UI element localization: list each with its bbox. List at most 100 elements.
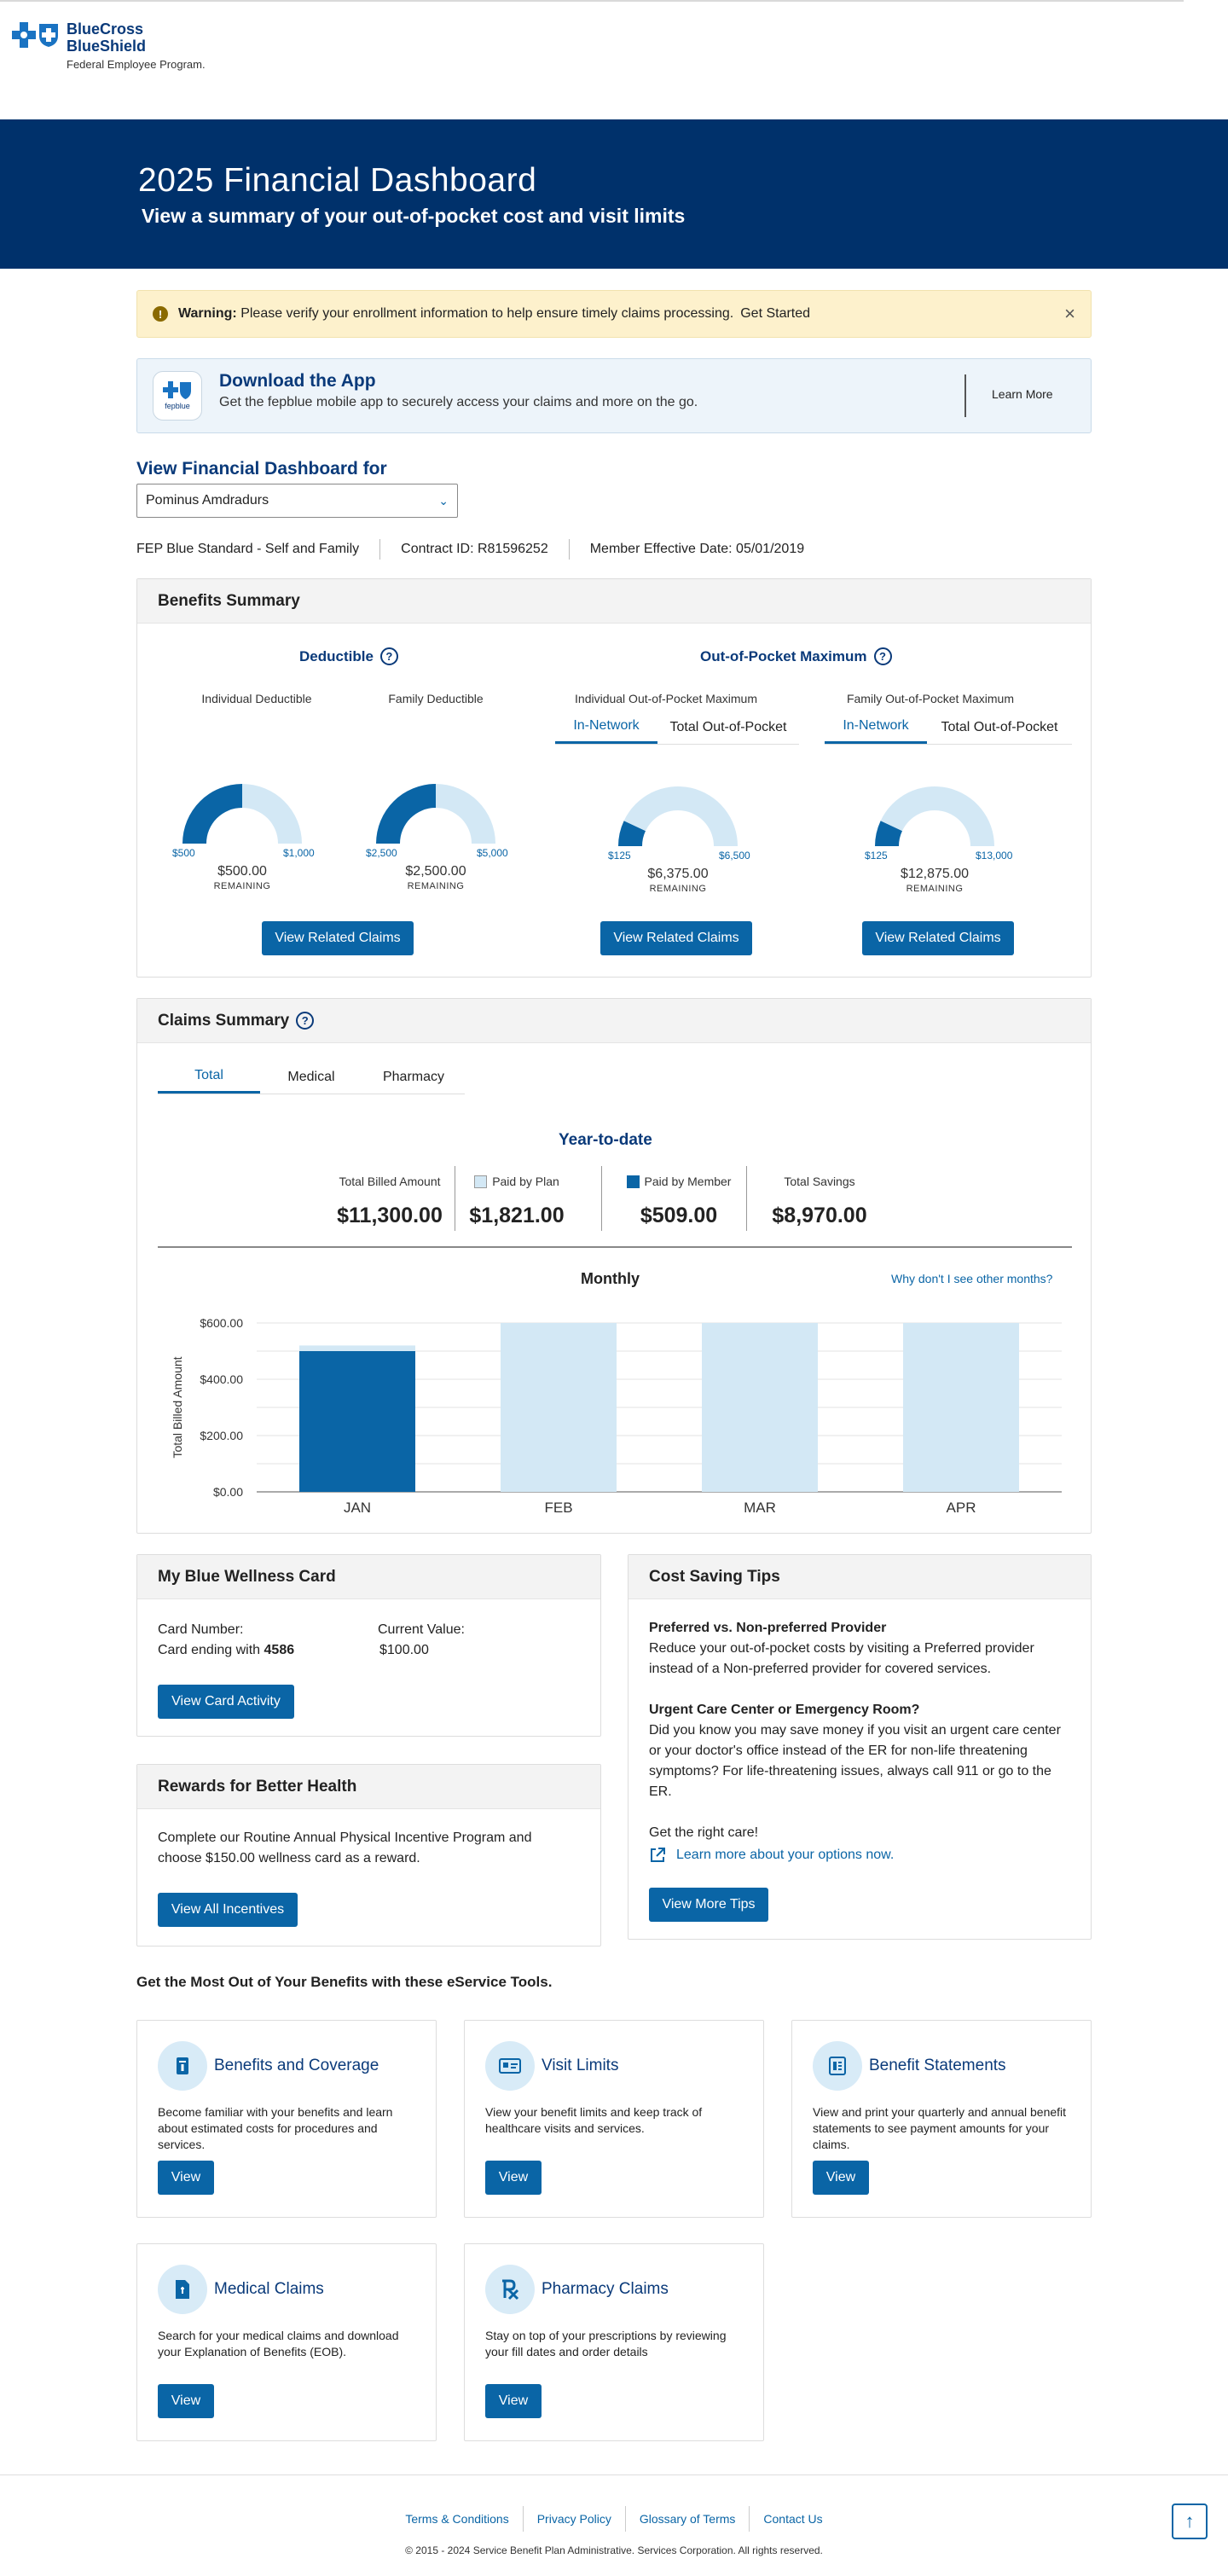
view-medical-claims-button[interactable]: View (158, 2384, 214, 2418)
gauge-remaining-value: $500.00 (217, 864, 267, 879)
contact-link[interactable]: Contact Us (763, 2512, 823, 2526)
paid-by-member-swatch (626, 1175, 640, 1188)
blue-cross-icon (12, 22, 36, 48)
tab-in-network[interactable]: In-Network (555, 711, 657, 744)
footer-link-divider (749, 2506, 750, 2532)
fepblue-app-icon: fepblue (153, 371, 202, 421)
back-to-top-button[interactable]: ↑ (1172, 2503, 1208, 2539)
terms-link[interactable]: Terms & Conditions (405, 2512, 509, 2526)
ytd-separator (158, 1246, 1072, 1248)
wellness-card: My Blue Wellness Card Card Number: Card … (136, 1554, 601, 1737)
tool-medical-claims: Medical Claims Search for your medical c… (136, 2243, 437, 2441)
tab-total-oop[interactable]: Total Out-of-Pocket (669, 719, 787, 734)
learn-more-link[interactable]: Learn More (992, 387, 1053, 401)
tab-total[interactable]: Total (158, 1060, 260, 1094)
gauge-remaining-label: REMAINING (906, 884, 964, 894)
y-tick-label: $200.00 (200, 1429, 243, 1442)
privacy-link[interactable]: Privacy Policy (536, 2512, 611, 2526)
get-started-link[interactable]: Get Started (740, 306, 811, 321)
card-number-label: Card Number: (158, 1622, 244, 1637)
tool-text: Stay on top of your prescriptions by rev… (485, 2329, 727, 2358)
tab-medical[interactable]: Medical (287, 1069, 335, 1084)
app-banner-title: Download the App (219, 371, 376, 391)
tab-total-oop[interactable]: Total Out-of-Pocket (941, 719, 1058, 734)
statement-icon (813, 2041, 862, 2091)
tool-benefits-coverage: Benefits and Coverage Become familiar wi… (136, 2020, 437, 2218)
page-subtitle: View a summary of your out-of-pocket cos… (142, 205, 686, 227)
member-select[interactable]: Pominus Amdradurs ⌄ (136, 484, 458, 518)
tool-title: Benefit Statements (869, 2057, 1006, 2074)
current-value-label: Current Value: (378, 1622, 465, 1637)
gauge-used-arc (875, 821, 902, 846)
gauge (376, 784, 495, 844)
gauge-remaining-arc (436, 784, 495, 844)
tips-title: Cost Saving Tips (628, 1555, 1091, 1599)
claims-summary-title: Claims Summary? (137, 999, 1091, 1043)
bar-paid-by-plan (903, 1323, 1019, 1492)
rewards-text: Complete our Routine Annual Physical Inc… (158, 1830, 532, 1865)
view-card-activity-button[interactable]: View Card Activity (158, 1685, 294, 1719)
tip3-text: Get the right care! (649, 1825, 759, 1840)
y-tick-label: $600.00 (200, 1316, 243, 1330)
tool-text: Become familiar with your benefits and l… (158, 2105, 393, 2151)
footer-divider (0, 2474, 1228, 2475)
x-tick-label: FEB (544, 1500, 572, 1516)
help-icon[interactable]: ? (873, 647, 892, 665)
gauge-min-label: $125 (608, 850, 631, 862)
meta-divider (379, 539, 381, 560)
gauge-remaining-arc (623, 786, 738, 846)
gauge-remaining-value: $2,500.00 (405, 864, 466, 879)
rewards-card: Rewards for Better Health Complete our R… (136, 1764, 601, 1947)
tool-title: Pharmacy Claims (542, 2280, 669, 2298)
help-icon[interactable]: ? (379, 647, 398, 665)
book-icon (158, 2041, 207, 2091)
deductible-title: Deductible? (299, 647, 398, 665)
copyright: © 2015 - 2024 Service Benefit Plan Admin… (405, 2544, 823, 2556)
y-tick-label: $400.00 (200, 1372, 243, 1386)
x-tick-label: APR (947, 1500, 976, 1516)
benefits-summary-card: Benefits Summary Deductible? Out-of-Pock… (136, 578, 1092, 978)
warning-text: Please verify your enrollment informatio… (240, 306, 734, 321)
bcbs-logo[interactable]: BlueCross BlueShield Federal Employee Pr… (12, 20, 206, 72)
document-icon (158, 2265, 207, 2314)
x-tick-label: JAN (344, 1500, 371, 1516)
footer-links: Terms & Conditions Privacy Policy Glossa… (0, 2506, 1228, 2532)
gauge-remaining-value: $12,875.00 (900, 867, 970, 881)
gauge (618, 786, 738, 846)
view-benefit-statements-button[interactable]: View (813, 2161, 869, 2195)
ytd-divider (601, 1166, 602, 1231)
oop-tabs-family: In-Network Total Out-of-Pocket (825, 711, 1072, 745)
app-banner-divider (964, 374, 966, 417)
tool-text: View and print your quarterly and annual… (813, 2105, 1067, 2151)
tab-pharmacy[interactable]: Pharmacy (382, 1069, 445, 1084)
tab-in-network[interactable]: In-Network (825, 711, 927, 744)
view-related-claims-button[interactable]: View Related Claims (862, 921, 1014, 955)
logo-line-1: BlueCross (67, 20, 144, 38)
view-more-tips-button[interactable]: View More Tips (649, 1888, 768, 1922)
view-related-claims-button[interactable]: View Related Claims (262, 921, 414, 955)
view-related-claims-button[interactable]: View Related Claims (600, 921, 752, 955)
tool-title: Benefits and Coverage (214, 2057, 379, 2074)
tip1-title: Preferred vs. Non-preferred Provider (649, 1621, 887, 1635)
view-all-incentives-button[interactable]: View All Incentives (158, 1893, 298, 1927)
view-visit-limits-button[interactable]: View (485, 2161, 542, 2195)
learn-options-link[interactable]: Learn more about your options now. (676, 1848, 895, 1862)
gauge-used-arc (182, 784, 242, 844)
y-tick-label: $0.00 (213, 1485, 243, 1499)
help-icon[interactable]: ? (296, 1012, 315, 1030)
bar-paid-by-plan (702, 1323, 818, 1492)
gauge-label: Individual Out-of-Pocket Maximum (575, 692, 757, 705)
view-pharmacy-claims-button[interactable]: View (485, 2384, 542, 2418)
glossary-link[interactable]: Glossary of Terms (639, 2512, 736, 2526)
close-icon[interactable]: × (1064, 303, 1075, 324)
tool-pharmacy-claims: Pharmacy Claims Stay on top of your pres… (464, 2243, 764, 2441)
other-months-link[interactable]: Why don't I see other months? (891, 1272, 1053, 1285)
footer-link-divider (624, 2506, 626, 2532)
gauge-min-label: $125 (865, 850, 888, 862)
tool-title: Visit Limits (542, 2057, 619, 2074)
view-benefits-coverage-button[interactable]: View (158, 2161, 214, 2195)
member-select-label: View Financial Dashboard for (136, 459, 387, 479)
warning-strong: Warning: (178, 306, 237, 321)
warning-icon: ! (153, 306, 168, 322)
gauge-remaining-label: REMAINING (407, 881, 465, 891)
